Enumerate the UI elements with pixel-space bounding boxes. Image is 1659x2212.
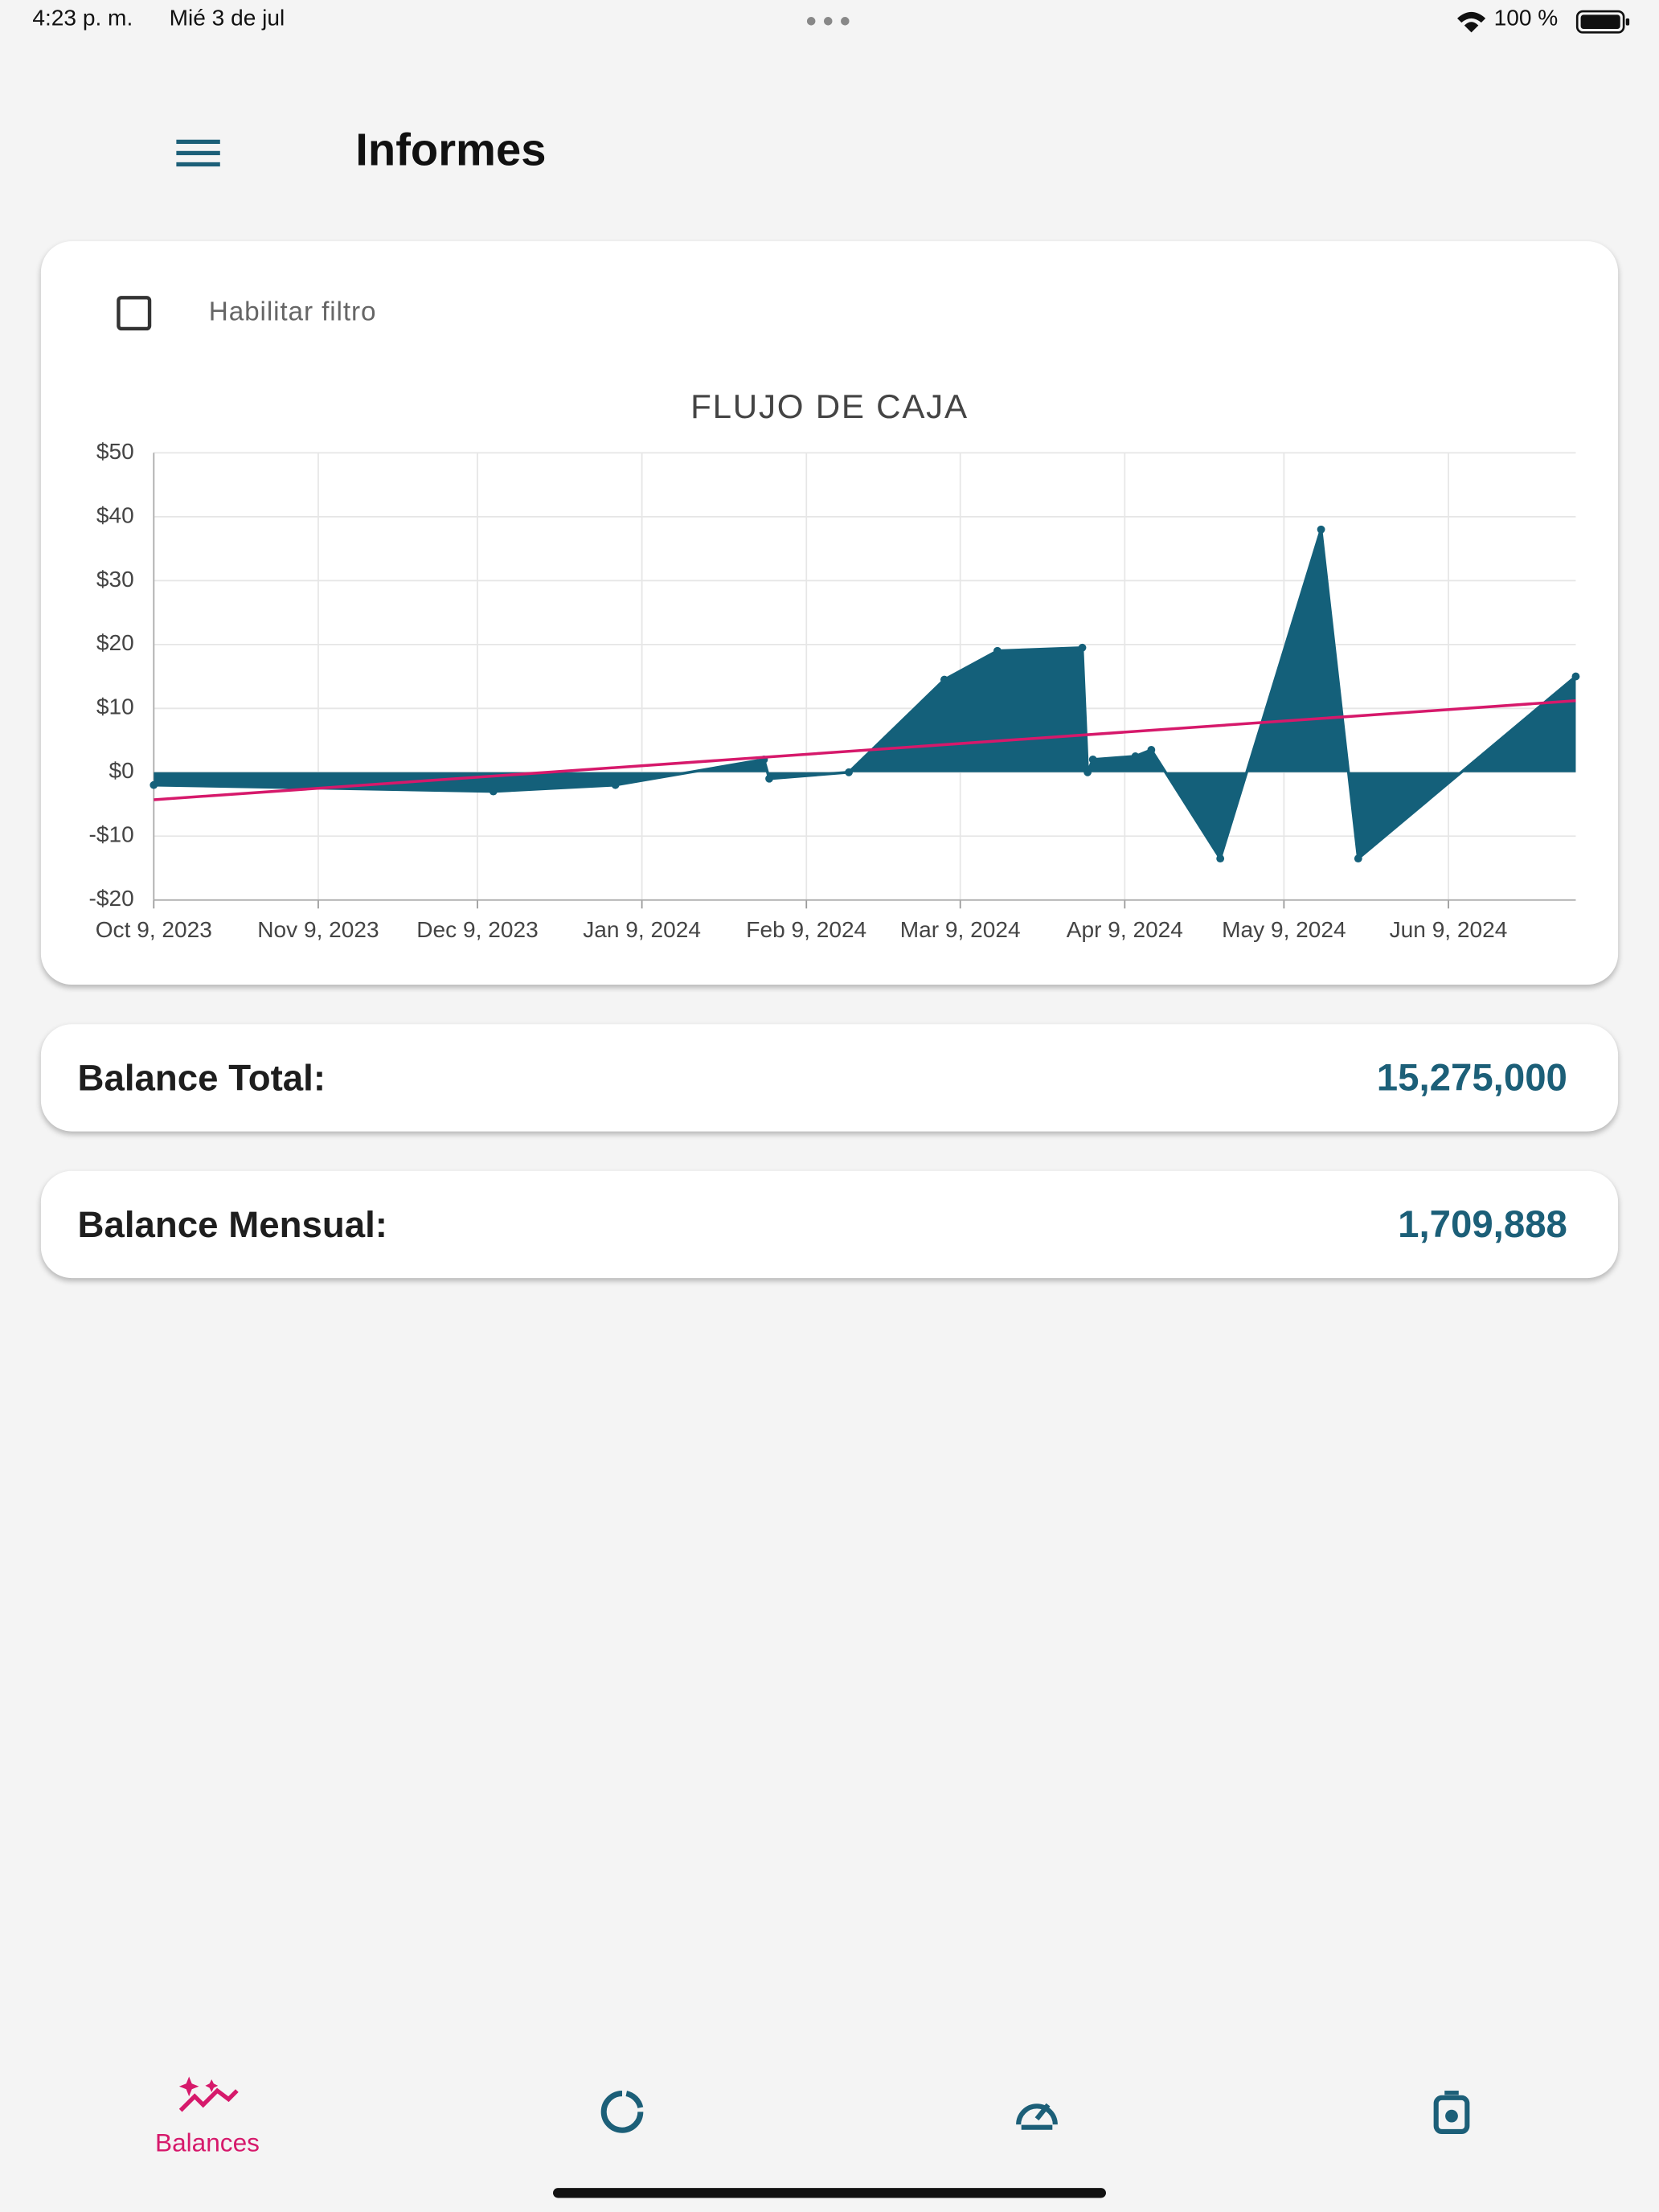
x-tick-label: Mar 9, 2024 xyxy=(900,917,1021,942)
nav-label[interactable]: Balances xyxy=(155,2128,260,2157)
point xyxy=(150,780,158,789)
status-time: 4:23 p. m. xyxy=(32,6,133,31)
point xyxy=(489,787,498,796)
point xyxy=(1088,755,1097,764)
x-tick-label: Jan 9, 2024 xyxy=(583,917,701,942)
trend-line xyxy=(154,699,1576,801)
x-tick-label: Jun 9, 2024 xyxy=(1390,917,1508,942)
nav-balances-icon[interactable] xyxy=(178,2074,240,2122)
point xyxy=(1317,525,1325,534)
point xyxy=(940,675,948,684)
balance-value: 15,275,000 xyxy=(1376,1056,1567,1100)
cash-flow-chart: FLUJO DE CAJA -$20 -$10 $0 $10 $20 $30 $40 $50 O… xyxy=(89,387,1580,942)
wifi-icon xyxy=(1457,11,1486,33)
point xyxy=(1354,854,1362,863)
point xyxy=(1216,854,1225,863)
balance-label: Balance Total: xyxy=(77,1056,326,1100)
y-tick-label: $10 xyxy=(96,694,134,719)
home-indicator xyxy=(552,2188,1106,2198)
nav-gauge-icon[interactable] xyxy=(1013,2091,1061,2133)
y-tick-label: -$10 xyxy=(89,822,134,847)
status-date: Mié 3 de jul xyxy=(169,6,285,31)
y-tick-label: $0 xyxy=(109,758,134,783)
x-tick-label: Oct 9, 2023 xyxy=(96,917,212,942)
area xyxy=(154,529,1576,859)
page-title: Informes xyxy=(355,124,547,175)
menu-button[interactable] xyxy=(175,137,223,170)
y-tick-label: $30 xyxy=(96,567,134,592)
point xyxy=(1147,746,1156,754)
x-tick-label: May 9, 2024 xyxy=(1222,917,1346,942)
balance-monthly-card: Balance Mensual: 1,709,888 xyxy=(40,1170,1619,1279)
x-tick-label: Dec 9, 2023 xyxy=(416,917,538,942)
x-tick-label: Feb 9, 2024 xyxy=(746,917,866,942)
point xyxy=(845,768,853,776)
point xyxy=(1571,672,1580,681)
balance-label: Balance Mensual: xyxy=(77,1203,388,1246)
point xyxy=(993,646,1002,655)
filter-checkbox[interactable] xyxy=(116,295,155,332)
point xyxy=(1083,768,1092,776)
point xyxy=(1131,752,1140,760)
battery-icon xyxy=(1575,10,1630,34)
nav-chart-icon[interactable] xyxy=(598,2088,646,2136)
multitask-dots[interactable] xyxy=(804,14,854,29)
y-tick-label: $20 xyxy=(96,630,134,655)
y-tick-label: -$20 xyxy=(89,886,134,911)
point xyxy=(765,774,773,783)
y-tick-label: $40 xyxy=(96,502,134,527)
balance-value: 1,709,888 xyxy=(1398,1203,1567,1246)
balance-total-card: Balance Total: 15,275,000 xyxy=(40,1024,1619,1132)
x-tick-label: Nov 9, 2023 xyxy=(257,917,379,942)
point xyxy=(1078,643,1087,652)
battery-text: 100 % xyxy=(1493,6,1559,31)
y-tick-label: $50 xyxy=(96,439,134,464)
filter-label[interactable]: Habilitar filtro xyxy=(208,297,377,328)
x-tick-label: Apr 9, 2024 xyxy=(1067,917,1183,942)
chart-title: FLUJO DE CAJA xyxy=(690,387,969,425)
nav-timer-icon[interactable] xyxy=(1431,2088,1473,2136)
point xyxy=(611,780,620,789)
